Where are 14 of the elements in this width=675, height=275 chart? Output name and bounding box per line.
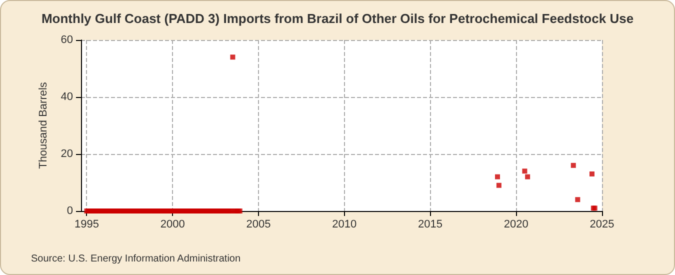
y-tick-label: 40: [60, 91, 73, 103]
x-tick-label: 2010: [332, 218, 357, 230]
x-tick-label: 2015: [418, 218, 442, 230]
x-tick-label: 2000: [160, 218, 185, 230]
x-tick-label: 2020: [504, 218, 528, 230]
chart-title: Monthly Gulf Coast (PADD 3) Imports from Brazil of Other Oils for Petrochemical Feedstock Use: [41, 11, 634, 26]
y-tick-label: 20: [60, 148, 73, 160]
y-tick-label: 0: [66, 205, 73, 217]
y-tick-label: 60: [60, 34, 73, 46]
x-tick-label: 1995: [74, 218, 99, 230]
x-tick-label: 2025: [590, 218, 614, 230]
source-note: Source: U.S. Energy Information Administration: [31, 254, 241, 264]
x-tick-label: 2005: [246, 218, 271, 230]
y-axis-title: Thousand Barrels: [38, 82, 50, 169]
